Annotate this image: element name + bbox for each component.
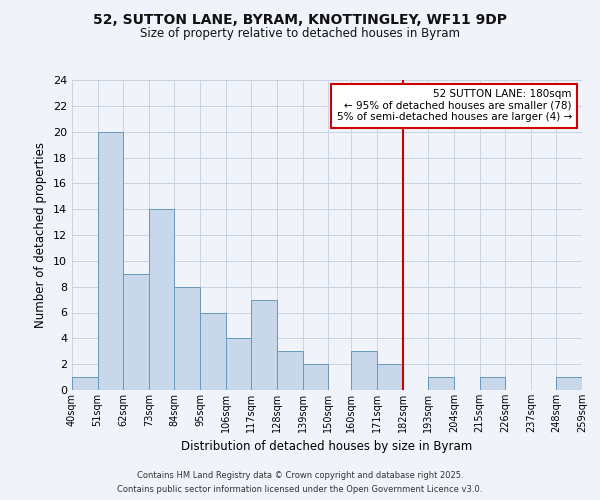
Bar [226,338,251,390]
Text: Size of property relative to detached houses in Byram: Size of property relative to detached ho… [140,28,460,40]
Bar [72,377,98,390]
Bar [123,274,149,390]
Bar [479,377,505,390]
Bar [352,351,377,390]
Text: 52 SUTTON LANE: 180sqm
← 95% of detached houses are smaller (78)
5% of semi-deta: 52 SUTTON LANE: 180sqm ← 95% of detached… [337,90,572,122]
X-axis label: Distribution of detached houses by size in Byram: Distribution of detached houses by size … [181,440,473,454]
Text: 52, SUTTON LANE, BYRAM, KNOTTINGLEY, WF11 9DP: 52, SUTTON LANE, BYRAM, KNOTTINGLEY, WF1… [93,12,507,26]
Bar [149,209,175,390]
Bar [277,351,302,390]
Text: Contains public sector information licensed under the Open Government Licence v3: Contains public sector information licen… [118,484,482,494]
Bar [200,312,226,390]
Bar [175,286,200,390]
Bar [98,132,123,390]
Bar [251,300,277,390]
Bar [377,364,403,390]
Y-axis label: Number of detached properties: Number of detached properties [34,142,47,328]
Bar [428,377,454,390]
Bar [302,364,328,390]
Bar [556,377,582,390]
Text: Contains HM Land Registry data © Crown copyright and database right 2025.: Contains HM Land Registry data © Crown c… [137,472,463,480]
